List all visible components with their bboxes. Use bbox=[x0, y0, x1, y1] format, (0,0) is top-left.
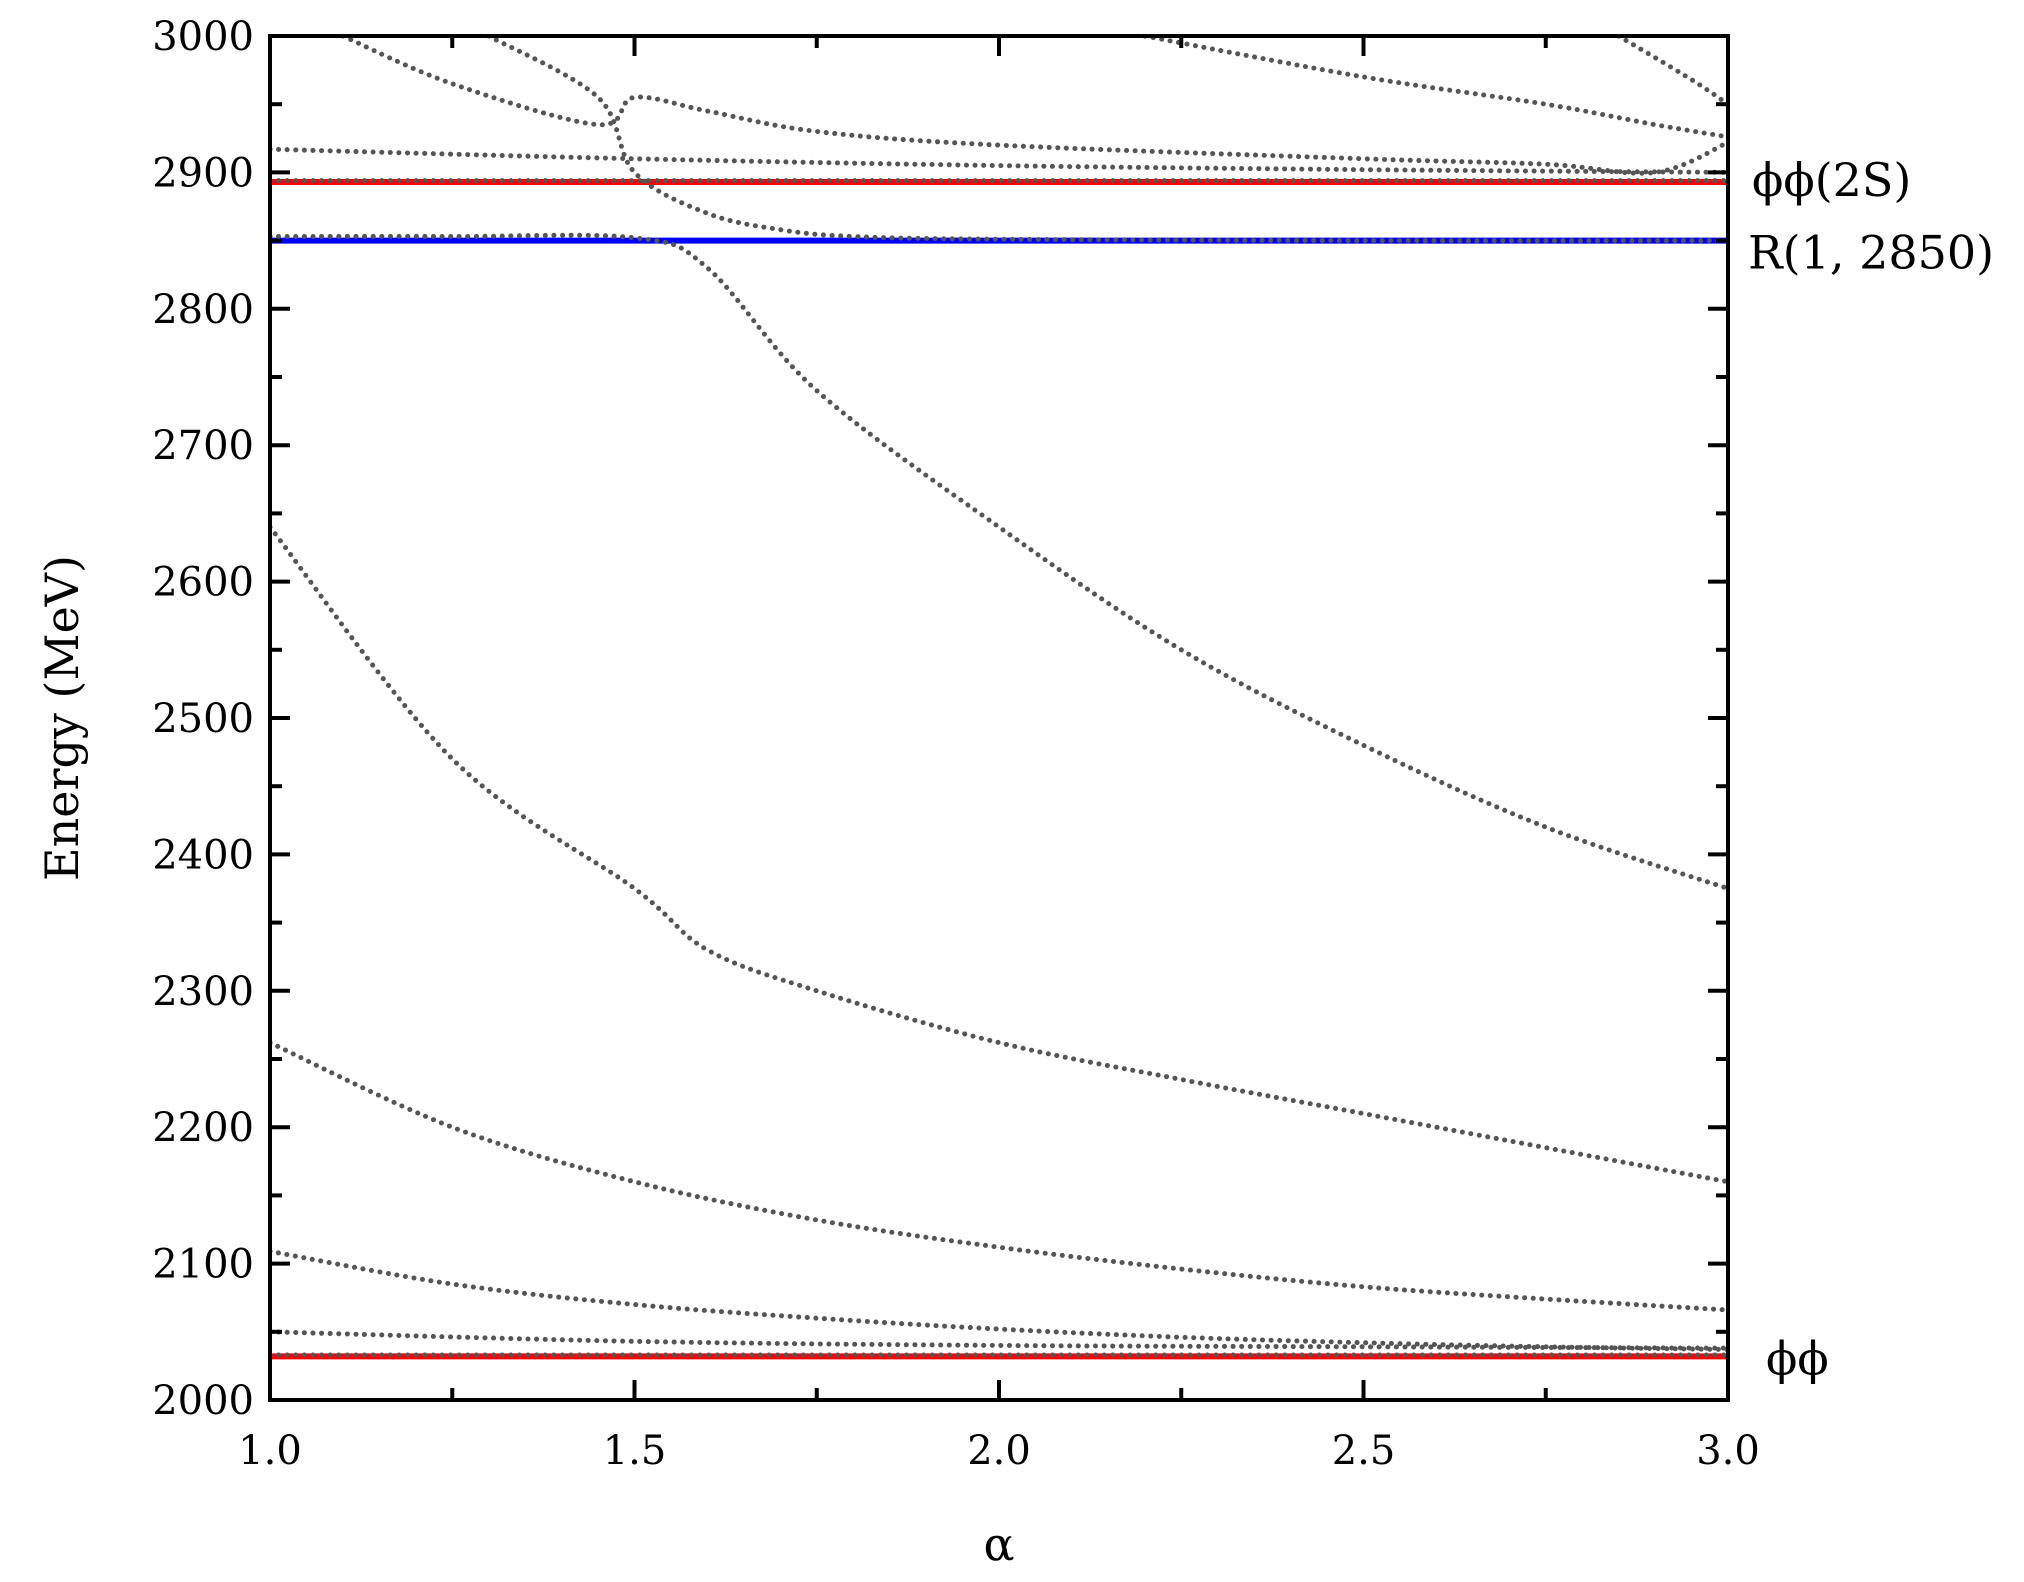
series-curve-11 bbox=[1616, 36, 1728, 107]
y-tick-label-1: 2100 bbox=[152, 1242, 254, 1288]
series-group bbox=[270, 36, 1728, 1358]
reference-label-2: ϕϕ bbox=[1766, 1331, 1829, 1385]
y-tick-label-7: 2700 bbox=[152, 423, 254, 469]
plot-frame bbox=[268, 34, 1730, 1402]
y-tick-label-8: 2800 bbox=[152, 287, 254, 333]
series-curve-2 bbox=[270, 1248, 1728, 1353]
x-tick-label-4: 3.0 bbox=[1696, 1428, 1760, 1474]
series-curve-9 bbox=[340, 36, 1728, 176]
y-tick-label-9: 2900 bbox=[152, 150, 254, 196]
y-tick-label-10: 3000 bbox=[152, 14, 254, 60]
series-curve-1 bbox=[270, 1329, 1728, 1351]
x-tick-label-1: 1.5 bbox=[603, 1428, 667, 1474]
tick-labels: 1.0 1.5 2.0 2.5 3.0 2000 2100 2200 2300 2400 2500 2… bbox=[152, 14, 1760, 1474]
y-tick-label-3: 2300 bbox=[152, 969, 254, 1015]
y-tick-label-5: 2500 bbox=[152, 696, 254, 742]
x-tick-label-2: 2.0 bbox=[967, 1428, 1031, 1474]
series-curve-8 bbox=[486, 36, 1728, 244]
y-tick-label-4: 2400 bbox=[152, 832, 254, 878]
y-tick-label-6: 2600 bbox=[152, 560, 254, 606]
y-tick-label-2: 2200 bbox=[152, 1105, 254, 1151]
reference-label-0: ϕϕ(2S) bbox=[1752, 153, 1911, 207]
series-curve-10 bbox=[1142, 36, 1728, 140]
x-axis-label: α bbox=[983, 1517, 1014, 1571]
reference-label-1: R(1, 2850) bbox=[1748, 226, 1994, 280]
series-curve-3 bbox=[270, 1040, 1728, 1313]
y-axis-label: Energy (MeV) bbox=[35, 555, 89, 881]
y-tick-label-0: 2000 bbox=[152, 1378, 254, 1424]
series-curve-4 bbox=[270, 524, 1728, 1185]
x-tick-label-0: 1.0 bbox=[238, 1428, 302, 1474]
reference-lines bbox=[270, 178, 1728, 1360]
reference-labels: ϕϕ(2S) R(1, 2850) ϕϕ bbox=[1748, 153, 1994, 1385]
series-curve-7 bbox=[270, 146, 1728, 175]
x-tick-label-3: 2.5 bbox=[1332, 1428, 1396, 1474]
